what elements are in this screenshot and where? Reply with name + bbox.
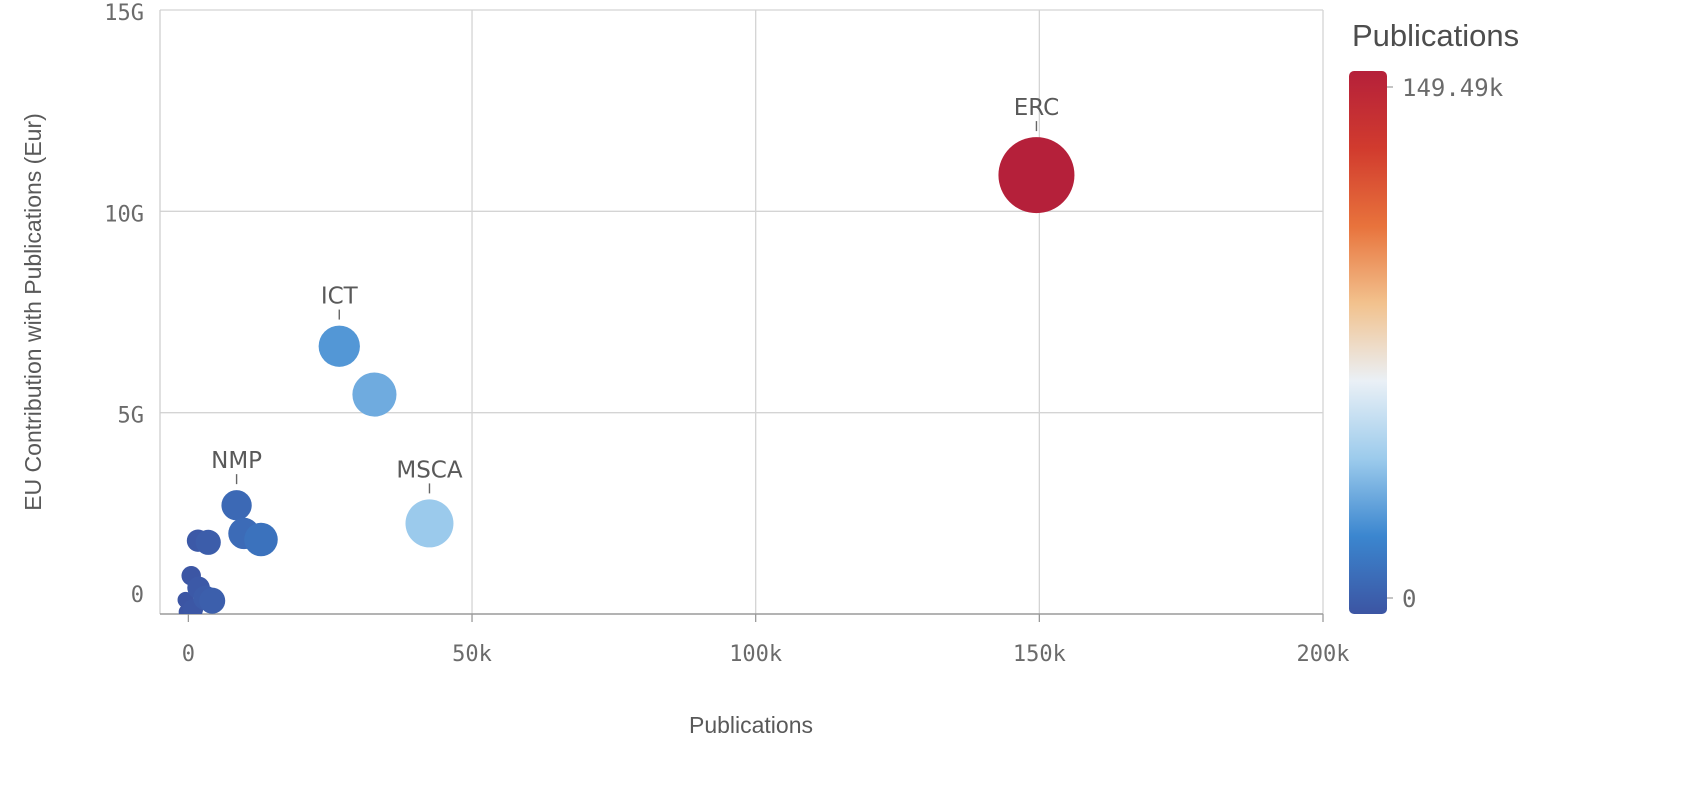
color-legend: Publications 149.49k 0 (1349, 18, 1519, 614)
x-tick-label: 0 (182, 642, 195, 667)
x-tick-label: 100k (729, 642, 782, 667)
y-tick-label: 0 (131, 583, 144, 608)
data-point[interactable] (352, 372, 397, 417)
legend-min-label: 0 (1402, 585, 1416, 613)
legend-max-label: 149.49k (1402, 74, 1504, 102)
point-labels: NMP ICT MSCA ERC (211, 95, 1059, 494)
data-point-ict[interactable] (318, 325, 360, 367)
point-label-erc: ERC (1014, 95, 1059, 121)
y-axis-title: EU Contribution with Publications (Eur) (20, 113, 46, 511)
y-tick-label: 15G (104, 1, 144, 26)
point-label-nmp: NMP (211, 448, 262, 474)
point-label-msca: MSCA (396, 457, 463, 483)
y-tick-label: 10G (104, 202, 144, 227)
axes (159, 10, 1323, 615)
tick-labels: 0 50k 100k 150k 200k 0 5G 10G 15G (104, 1, 1349, 667)
data-point-msca[interactable] (405, 499, 454, 548)
point-label-ict: ICT (321, 284, 359, 310)
grid (160, 9, 1324, 614)
data-point[interactable] (199, 587, 226, 614)
legend-title: Publications (1352, 18, 1519, 53)
x-tick-label: 50k (452, 642, 492, 667)
data-point[interactable] (195, 529, 221, 555)
data-point[interactable] (244, 522, 278, 557)
data-point-erc[interactable] (998, 137, 1075, 214)
x-tick-label: 200k (1297, 642, 1350, 667)
legend-color-bar (1349, 71, 1387, 614)
data-points (177, 137, 1075, 614)
data-point-nmp[interactable] (221, 490, 252, 521)
x-tick-label: 150k (1013, 642, 1066, 667)
x-axis-title: Publications (689, 712, 813, 738)
y-tick-label: 5G (118, 404, 145, 429)
